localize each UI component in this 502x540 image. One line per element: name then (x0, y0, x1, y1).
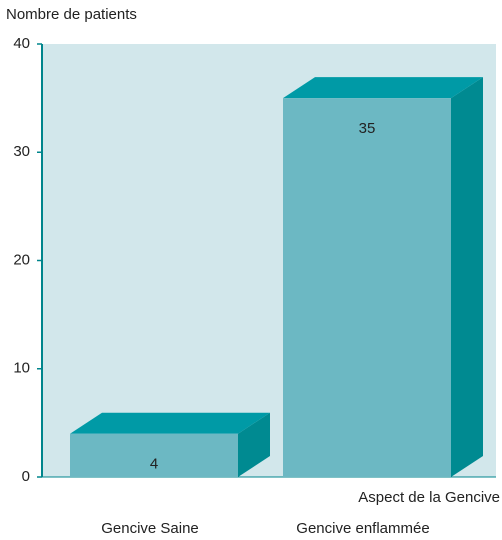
bar (283, 98, 451, 477)
bar-side (451, 77, 483, 477)
y-axis-label: Nombre de patients (6, 6, 137, 23)
bar-top (70, 412, 270, 434)
y-tick-label: 10 (13, 360, 30, 377)
value-label: 4 (150, 456, 158, 473)
bar (70, 433, 238, 477)
x-tick-label: Gencive Saine (101, 520, 199, 537)
value-label: 35 (359, 120, 376, 137)
y-tick-label: 20 (13, 251, 30, 268)
bar-top (283, 77, 483, 99)
x-tick-label: Gencive enflammée (296, 520, 429, 537)
x-axis-label: Aspect de la Gencive (358, 489, 500, 506)
bar-side (238, 412, 270, 477)
y-tick-label: 0 (22, 468, 30, 485)
y-tick-label: 40 (13, 35, 30, 52)
y-tick-label: 30 (13, 143, 30, 160)
